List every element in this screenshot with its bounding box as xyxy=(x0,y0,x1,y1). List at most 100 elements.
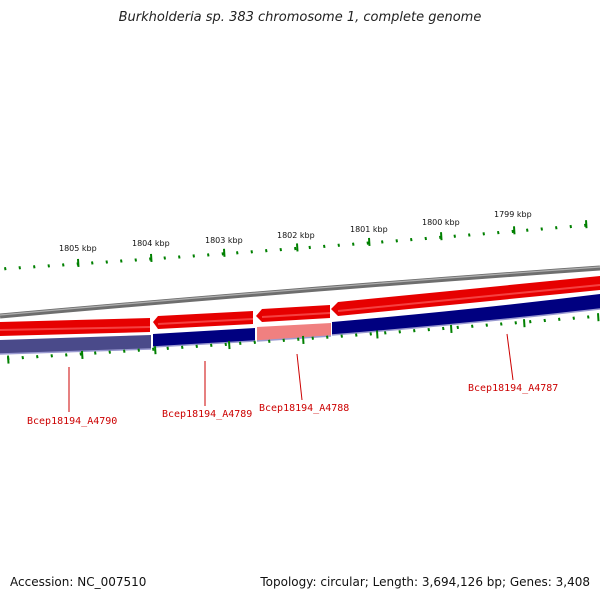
accession-text: Accession: NC_007510 xyxy=(10,575,147,589)
map-title: Burkholderia sp. 383 chromosome 1, compl… xyxy=(118,10,482,25)
outer-major-tick xyxy=(223,248,226,257)
scale-label-1803: 1803 kbp xyxy=(205,236,243,245)
outer-minor-tick xyxy=(47,264,50,268)
inner-minor-tick xyxy=(514,321,517,325)
outer-minor-tick xyxy=(323,244,326,249)
inner-minor-tick xyxy=(427,327,430,332)
genome-backbone xyxy=(0,265,600,319)
leader-line-a4788 xyxy=(296,353,303,401)
outer-minor-tick xyxy=(424,236,427,241)
outer-minor-tick xyxy=(308,245,311,250)
outer-minor-tick xyxy=(4,267,7,271)
inner-minor-tick xyxy=(65,353,68,357)
outer-minor-tick xyxy=(366,241,369,245)
inner-minor-tick xyxy=(311,336,314,340)
inner-minor-tick xyxy=(21,355,24,360)
outer-major-tick xyxy=(77,258,80,267)
scale-label-1800: 1800 kbp xyxy=(422,218,460,227)
gene-label-a4789[interactable]: Bcep18194_A4789 xyxy=(162,409,252,420)
outer-minor-tick xyxy=(192,254,195,258)
outer-minor-tick xyxy=(221,252,224,256)
outer-major-tick xyxy=(296,243,299,252)
gene-a4790-forward[interactable] xyxy=(0,318,150,336)
inner-major-tick xyxy=(7,355,10,364)
outer-minor-tick xyxy=(91,261,94,265)
inner-major-tick xyxy=(597,313,600,322)
outer-minor-tick xyxy=(395,239,398,243)
leader-line-a4787 xyxy=(506,333,514,381)
inner-minor-tick xyxy=(398,330,401,334)
inner-minor-tick xyxy=(442,326,445,331)
outer-minor-tick xyxy=(279,247,282,252)
outer-minor-tick xyxy=(105,260,108,264)
gene-a4787-reverse[interactable] xyxy=(332,294,600,335)
outer-minor-tick xyxy=(410,237,413,242)
outer-major-tick xyxy=(440,232,443,241)
inner-minor-tick xyxy=(340,334,343,338)
outer-minor-tick xyxy=(33,265,36,269)
inner-minor-tick xyxy=(239,341,242,346)
outer-minor-tick xyxy=(265,249,268,253)
inner-scale-ticks xyxy=(7,313,600,364)
outer-minor-tick xyxy=(62,263,65,267)
inner-minor-tick xyxy=(369,332,372,336)
inner-minor-tick xyxy=(413,329,416,333)
gene-label-a4787[interactable]: Bcep18194_A4787 xyxy=(468,383,558,394)
inner-minor-tick xyxy=(108,350,111,354)
inner-minor-tick xyxy=(587,315,590,319)
outer-minor-tick xyxy=(207,253,210,257)
inner-minor-tick xyxy=(79,352,82,356)
reverse-strand-edge xyxy=(0,308,600,355)
scale-label-1799: 1799 kbp xyxy=(494,210,532,219)
outer-minor-tick xyxy=(352,242,355,246)
outer-minor-tick xyxy=(163,256,166,260)
outer-minor-tick xyxy=(120,259,123,263)
forward-strand-shine xyxy=(0,284,600,331)
outer-major-tick xyxy=(513,226,516,235)
inner-major-tick xyxy=(376,330,379,339)
gene-a4790-reverse[interactable] xyxy=(0,335,151,354)
inner-minor-tick xyxy=(224,342,227,347)
gene-a4789-forward[interactable] xyxy=(153,311,253,329)
inner-major-tick xyxy=(228,341,231,350)
outer-minor-tick xyxy=(453,234,456,238)
outer-major-tick xyxy=(585,220,588,229)
gene-label-a4790[interactable]: Bcep18194_A4790 xyxy=(27,416,117,427)
inner-minor-tick xyxy=(558,317,561,322)
gene-a4788-forward[interactable] xyxy=(256,305,330,322)
outer-minor-tick xyxy=(540,227,543,231)
inner-minor-tick xyxy=(94,351,97,355)
gene-label-a4788[interactable]: Bcep18194_A4788 xyxy=(259,403,349,414)
inner-major-tick xyxy=(523,319,526,328)
inner-minor-tick xyxy=(166,346,169,350)
outer-minor-tick xyxy=(178,255,181,259)
outer-minor-tick xyxy=(555,226,558,230)
inner-major-tick xyxy=(81,350,84,359)
gene-leader-lines xyxy=(68,333,514,412)
major-scale-ticks xyxy=(77,220,588,267)
inner-minor-tick xyxy=(572,316,575,320)
outer-minor-tick xyxy=(497,230,500,235)
outer-minor-tick xyxy=(526,228,529,232)
genome-backbone-highlight xyxy=(0,266,600,316)
inner-minor-tick xyxy=(268,339,271,343)
outer-minor-tick xyxy=(250,250,253,254)
inner-minor-tick xyxy=(297,337,300,341)
inner-minor-tick xyxy=(210,343,213,348)
outer-minor-tick xyxy=(236,251,239,255)
outer-minor-tick xyxy=(482,232,485,236)
inner-minor-tick xyxy=(456,325,459,330)
inner-minor-tick xyxy=(326,335,329,339)
scale-label-1802: 1802 kbp xyxy=(277,231,315,240)
gene-labels: Bcep18194_A4790 Bcep18194_A4789 Bcep1819… xyxy=(27,383,558,427)
outer-minor-tick xyxy=(381,240,384,244)
inner-minor-tick xyxy=(50,354,53,358)
outer-major-tick xyxy=(368,237,371,246)
inner-minor-tick xyxy=(152,347,155,351)
outer-minor-tick xyxy=(569,224,572,229)
inner-minor-tick xyxy=(181,345,184,349)
scale-label-1805: 1805 kbp xyxy=(59,244,97,253)
inner-minor-tick xyxy=(282,338,285,342)
outer-major-tick xyxy=(150,253,153,263)
